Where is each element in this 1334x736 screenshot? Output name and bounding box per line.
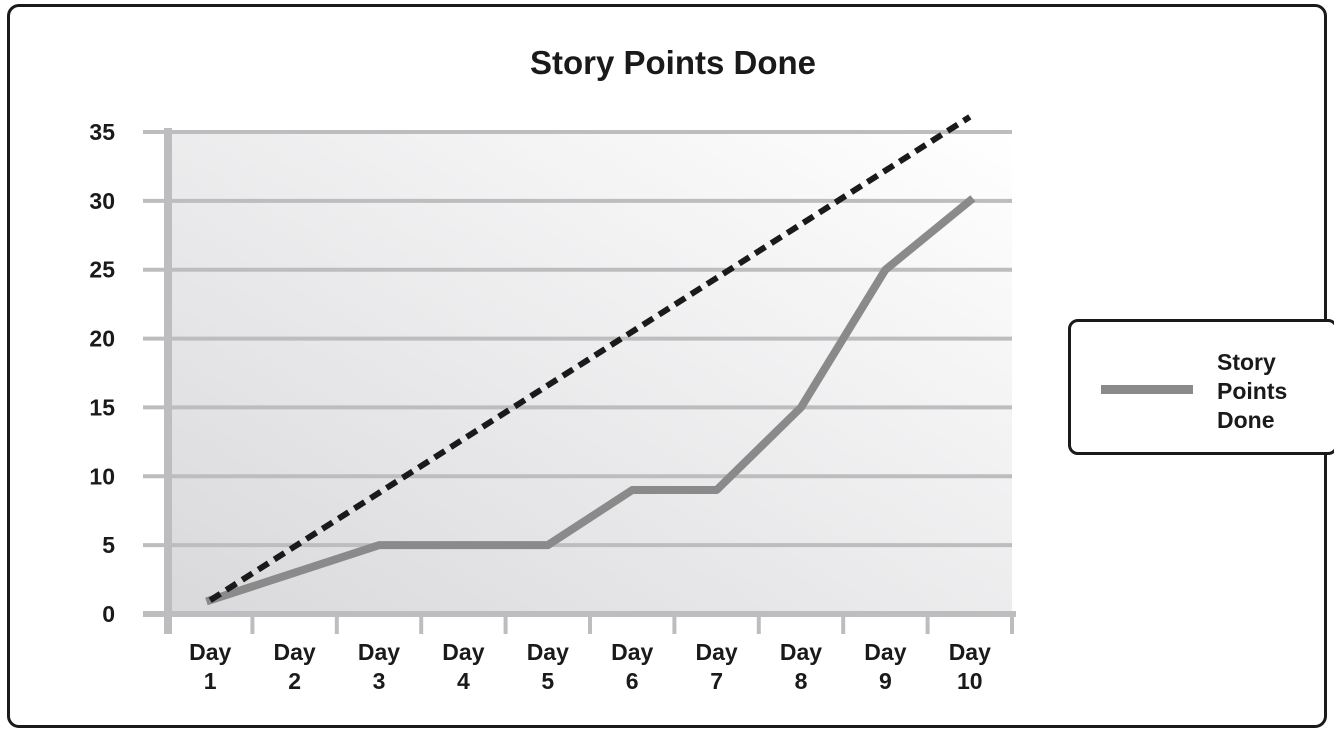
legend-label-line: Points [1217,378,1288,404]
x-tick-label: Day 2 [273,639,315,694]
y-tick-label: 5 [102,532,115,558]
chart-title: Story Points Done [529,44,817,81]
plot-background [168,132,1012,614]
series-line-story-points-done [205,195,976,606]
y-tick-label: 30 [89,188,115,214]
legend-label-line: Story [1217,349,1276,375]
legend-label-line: Done [1217,407,1275,433]
legend: Story Points Done [1068,319,1334,455]
x-tick-label: Day 6 [611,639,653,694]
y-tick-label: 10 [89,463,115,489]
y-tick-label: 20 [89,326,115,352]
y-tick-label: 15 [89,394,115,420]
y-tick-label: 35 [89,119,115,145]
x-tick-label: Day 7 [695,639,737,694]
ideal-line [208,114,972,603]
x-tick-label: Day 8 [780,639,822,694]
y-tick-label: 25 [89,257,115,283]
x-tick-label: Day 1 [189,639,231,694]
x-tick-label: Day 10 [949,639,991,694]
x-tick-label: Day 5 [527,639,569,694]
x-tick-label: Day 9 [864,639,906,694]
legend-label-story-points-done: Story Points Done [1217,348,1317,435]
x-tick-label: Day 4 [442,639,484,694]
x-tick-label: Day 3 [358,639,400,694]
y-tick-label: 0 [102,601,115,627]
legend-swatch-story-points-done [1101,385,1193,394]
